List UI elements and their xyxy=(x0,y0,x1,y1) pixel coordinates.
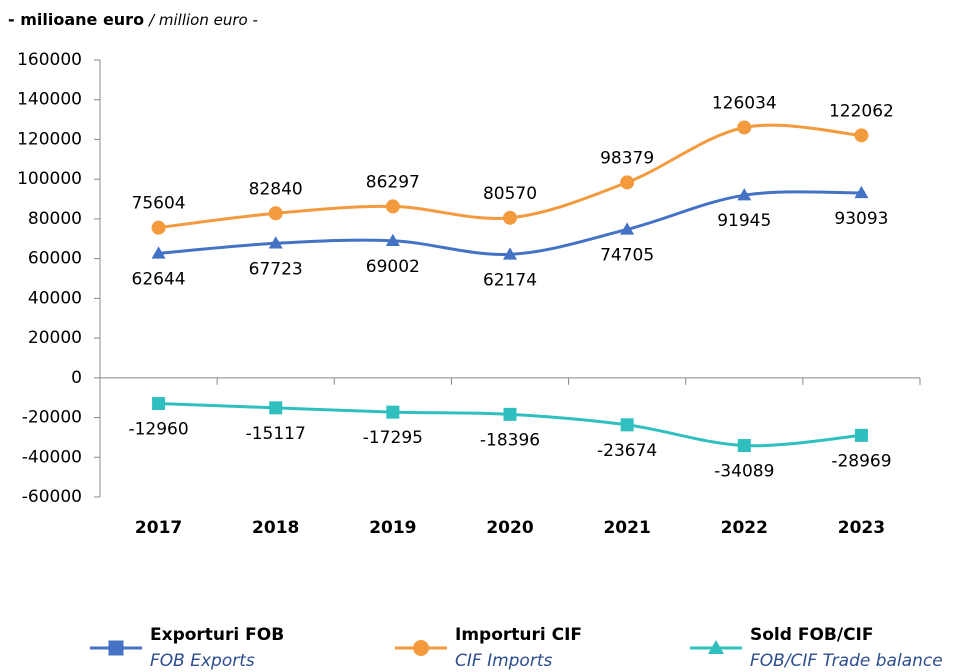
marker xyxy=(152,397,166,411)
y-tick-label: -20000 xyxy=(22,408,82,428)
legend-label-en: FOB/CIF Trade balance xyxy=(750,651,943,671)
marker xyxy=(854,428,868,442)
marker xyxy=(737,188,752,201)
data-label: -18396 xyxy=(480,430,540,450)
y-tick-label: 0 xyxy=(71,368,82,388)
data-label: 122062 xyxy=(829,101,894,121)
marker xyxy=(151,220,166,235)
data-label: -12960 xyxy=(128,420,188,440)
data-label: 67723 xyxy=(249,259,303,279)
data-label: -28969 xyxy=(831,451,891,471)
data-label: 75604 xyxy=(132,194,186,214)
data-label: 62174 xyxy=(483,270,537,290)
y-tick-label: 20000 xyxy=(28,328,82,348)
data-label: 82840 xyxy=(249,179,303,199)
marker xyxy=(385,233,400,247)
marker xyxy=(151,246,166,259)
data-label: -17295 xyxy=(363,428,423,448)
marker xyxy=(503,210,517,225)
legend-marker xyxy=(708,640,724,654)
x-tick-label: 2019 xyxy=(369,518,416,538)
legend-label-en: CIF Imports xyxy=(455,651,552,671)
y-tick-label: -60000 xyxy=(22,487,82,507)
marker xyxy=(385,199,400,214)
y-tick-label: 80000 xyxy=(28,209,82,229)
data-label: 74705 xyxy=(600,245,654,265)
data-label: 98379 xyxy=(600,148,654,168)
legend-marker xyxy=(108,640,124,656)
x-tick-label: 2021 xyxy=(603,518,650,538)
data-label: 69002 xyxy=(366,257,420,277)
marker xyxy=(503,247,517,260)
data-label: 62644 xyxy=(132,269,186,289)
x-tick-label: 2018 xyxy=(252,518,299,538)
y-tick-label: -40000 xyxy=(22,447,82,467)
marker xyxy=(503,407,517,421)
marker xyxy=(620,175,635,190)
y-tick-label: 60000 xyxy=(28,249,82,269)
data-label: 80570 xyxy=(483,184,537,204)
data-label: 126034 xyxy=(712,93,777,113)
x-tick-label: 2017 xyxy=(135,518,182,538)
marker xyxy=(620,222,635,235)
data-label: -34089 xyxy=(714,462,774,482)
x-tick-label: 2023 xyxy=(838,518,885,538)
marker xyxy=(269,401,283,415)
marker xyxy=(737,439,751,453)
marker xyxy=(737,120,752,135)
data-label: -15117 xyxy=(246,424,306,444)
chart-subtitle: / million euro - xyxy=(147,11,258,29)
legend-marker xyxy=(413,640,429,656)
legend-label: Importuri CIF xyxy=(455,625,582,645)
data-label: -23674 xyxy=(597,441,657,461)
marker xyxy=(386,405,400,419)
y-tick-label: 120000 xyxy=(17,129,82,149)
marker xyxy=(854,128,869,143)
legend-label: Exporturi FOB xyxy=(150,625,284,645)
x-tick-label: 2022 xyxy=(721,518,768,538)
marker xyxy=(268,206,283,221)
y-tick-label: 140000 xyxy=(17,90,82,110)
marker xyxy=(620,418,634,432)
y-tick-label: 100000 xyxy=(17,169,82,189)
marker xyxy=(854,185,869,199)
y-tick-label: 40000 xyxy=(28,288,82,308)
legend-label: Sold FOB/CIF xyxy=(750,625,873,645)
data-label: 86297 xyxy=(366,172,420,192)
data-label: 93093 xyxy=(834,209,888,229)
y-tick-label: 160000 xyxy=(17,50,82,70)
chart-title: - milioane euro xyxy=(8,10,144,29)
data-label: 91945 xyxy=(717,211,771,231)
chart-title-group: - milioane euro / million euro - xyxy=(8,10,258,29)
legend-label-en: FOB Exports xyxy=(150,651,255,671)
x-tick-label: 2020 xyxy=(486,518,533,538)
marker xyxy=(268,236,283,249)
